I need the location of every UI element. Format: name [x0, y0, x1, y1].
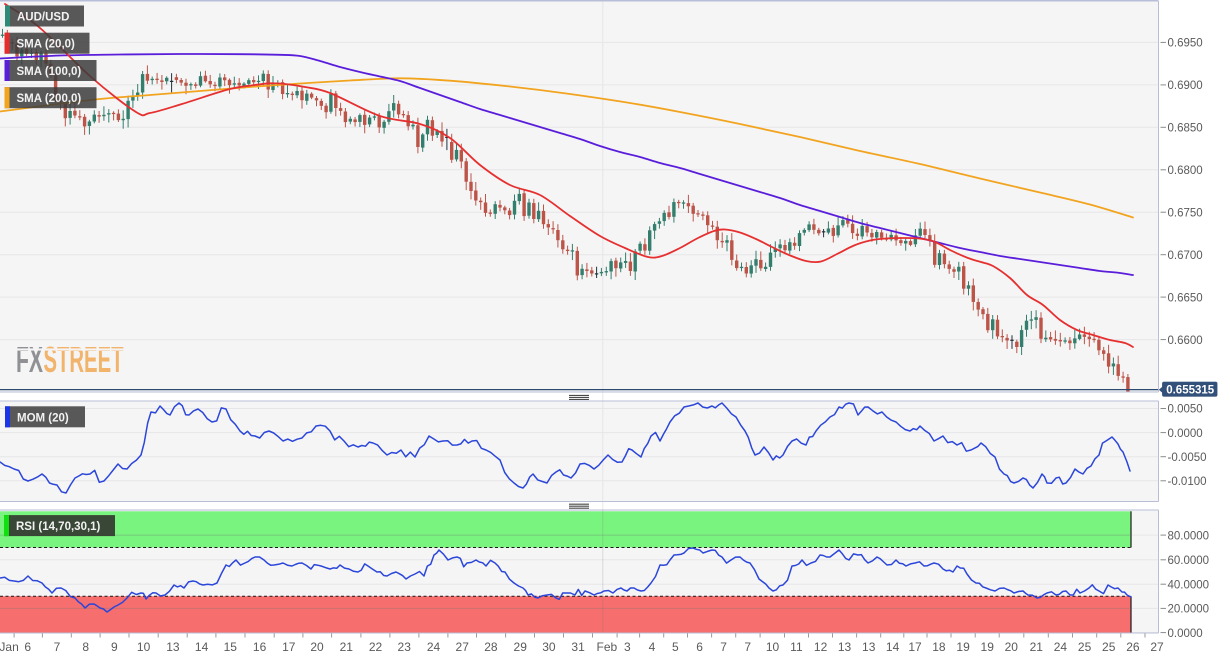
svg-text:21: 21 — [340, 640, 354, 654]
svg-text:31: 31 — [571, 640, 585, 654]
svg-text:27: 27 — [456, 640, 470, 654]
svg-text:22: 22 — [369, 640, 383, 654]
svg-text:3: 3 — [624, 640, 631, 654]
svg-text:FX: FX — [16, 339, 43, 380]
svg-text:Feb: Feb — [597, 640, 618, 654]
svg-text:0.6750: 0.6750 — [1168, 207, 1203, 219]
svg-text:-0.0100: -0.0100 — [1168, 476, 1207, 488]
svg-text:5: 5 — [672, 640, 679, 654]
svg-text:11: 11 — [790, 640, 803, 654]
svg-text:6: 6 — [696, 640, 703, 654]
svg-text:10: 10 — [766, 640, 780, 654]
svg-text:30: 30 — [542, 640, 556, 654]
svg-text:-0.0050: -0.0050 — [1168, 452, 1207, 464]
svg-text:19: 19 — [956, 640, 970, 654]
svg-text:20: 20 — [310, 640, 324, 654]
svg-text:14: 14 — [195, 640, 209, 654]
svg-text:21: 21 — [1030, 640, 1044, 654]
svg-text:12: 12 — [814, 640, 828, 654]
svg-text:17: 17 — [908, 640, 922, 654]
svg-text:28: 28 — [484, 640, 498, 654]
svg-text:Jan: Jan — [0, 640, 19, 654]
svg-text:0.6850: 0.6850 — [1168, 123, 1203, 135]
svg-text:0.6650: 0.6650 — [1168, 292, 1203, 304]
svg-text:18: 18 — [932, 640, 946, 654]
svg-text:7: 7 — [54, 640, 61, 654]
svg-text:0.655315: 0.655315 — [1166, 385, 1215, 397]
svg-text:17: 17 — [282, 640, 296, 654]
svg-text:9: 9 — [111, 640, 118, 654]
svg-text:STREET: STREET — [44, 339, 124, 380]
svg-text:13: 13 — [166, 640, 180, 654]
svg-text:14: 14 — [886, 640, 900, 654]
svg-text:0.0000: 0.0000 — [1168, 428, 1203, 440]
svg-text:0.6600: 0.6600 — [1168, 335, 1203, 347]
svg-text:MOM (20): MOM (20) — [17, 412, 69, 424]
svg-text:10: 10 — [137, 640, 151, 654]
svg-text:4: 4 — [649, 640, 656, 654]
svg-text:6: 6 — [24, 640, 31, 654]
svg-text:20: 20 — [1005, 640, 1019, 654]
svg-text:13: 13 — [862, 640, 876, 654]
svg-text:0.6900: 0.6900 — [1168, 80, 1203, 92]
svg-text:19: 19 — [981, 640, 995, 654]
svg-text:40.0000: 40.0000 — [1168, 579, 1210, 591]
svg-text:0.0050: 0.0050 — [1168, 404, 1203, 416]
svg-text:RSI (14,70,30,1): RSI (14,70,30,1) — [16, 521, 101, 533]
svg-text:AUD/USD: AUD/USD — [17, 12, 69, 24]
svg-text:15: 15 — [224, 640, 238, 654]
svg-text:25: 25 — [1102, 640, 1116, 654]
svg-text:0.6800: 0.6800 — [1168, 165, 1203, 177]
svg-text:20.0000: 20.0000 — [1168, 604, 1210, 616]
svg-text:25: 25 — [1078, 640, 1092, 654]
svg-text:60.0000: 60.0000 — [1168, 555, 1210, 567]
svg-text:23: 23 — [398, 640, 412, 654]
svg-text:SMA (200,0): SMA (200,0) — [17, 93, 82, 105]
svg-text:0.0000: 0.0000 — [1168, 628, 1203, 640]
svg-text:8: 8 — [82, 640, 89, 654]
svg-text:80.0000: 80.0000 — [1168, 530, 1210, 542]
svg-text:0.6700: 0.6700 — [1168, 250, 1203, 262]
svg-text:24: 24 — [1054, 640, 1068, 654]
svg-text:26: 26 — [1126, 640, 1140, 654]
svg-text:24: 24 — [427, 640, 441, 654]
svg-text:SMA (20,0): SMA (20,0) — [17, 39, 76, 51]
svg-text:27: 27 — [1150, 640, 1164, 654]
svg-text:7: 7 — [720, 640, 727, 654]
svg-text:7: 7 — [744, 640, 751, 654]
svg-text:29: 29 — [514, 640, 528, 654]
svg-text:0.6950: 0.6950 — [1168, 38, 1203, 50]
svg-text:16: 16 — [253, 640, 267, 654]
svg-text:13: 13 — [838, 640, 852, 654]
svg-text:SMA (100,0): SMA (100,0) — [17, 66, 82, 78]
